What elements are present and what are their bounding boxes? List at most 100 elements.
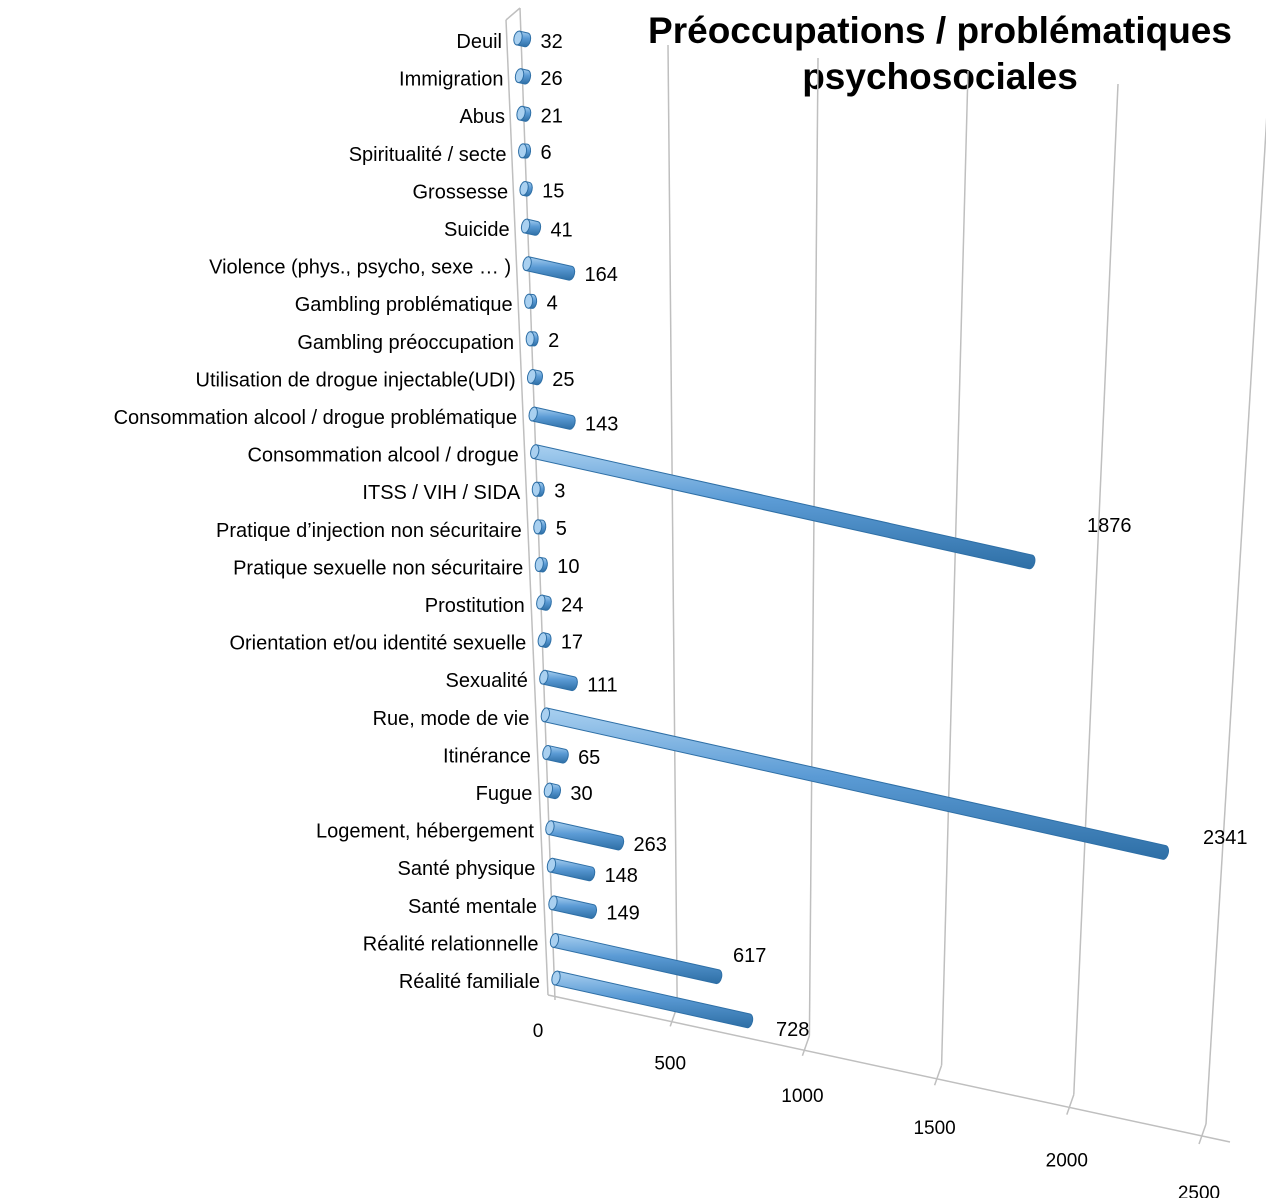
bar-cap-13 [533, 519, 543, 535]
bar-11 [532, 444, 1036, 570]
bar-cap-5 [520, 218, 531, 234]
tick-mark-1500 [933, 1064, 943, 1086]
gridline-2000 [1073, 83, 1119, 1095]
tick-mark-2500 [1198, 1123, 1207, 1145]
tick-mark-1000 [801, 1035, 811, 1057]
category-label-15: Prostitution [425, 595, 525, 617]
value-label-16: 17 [561, 632, 583, 654]
category-label-16: Orientation et/ou identité sexuelle [229, 633, 526, 655]
value-label-21: 263 [633, 834, 666, 856]
value-label-5: 41 [550, 219, 572, 241]
tick-mark-2000 [1066, 1094, 1075, 1115]
value-label-12: 3 [554, 480, 565, 502]
value-label-11: 1876 [1087, 515, 1132, 537]
bar-cap-18 [540, 707, 551, 723]
category-label-11: Consommation alcool / drogue [247, 445, 518, 467]
gridline-1500 [940, 70, 969, 1066]
bar-cap-22 [546, 857, 557, 873]
category-label-21: Logement, hébergement [316, 821, 534, 843]
x-tick-label-0: 0 [533, 1021, 544, 1042]
bar-cap-14 [534, 556, 544, 572]
category-label-14: Pratique sexuelle non sécuritaire [233, 557, 523, 579]
bar-cap-3 [518, 143, 528, 159]
category-label-19: Itinérance [443, 745, 531, 767]
bar-cap-12 [531, 481, 541, 497]
bar-cap-11 [530, 444, 540, 459]
value-label-23: 149 [606, 903, 639, 925]
category-label-25: Réalité familiale [399, 971, 540, 993]
bar-cap-7 [524, 293, 534, 309]
bar-25 [553, 970, 754, 1029]
value-label-24: 617 [733, 945, 766, 967]
grid-layer [505, 7, 1266, 1145]
bar-cap-4 [519, 181, 529, 196]
bar-cap-21 [545, 820, 555, 835]
value-label-25: 728 [776, 1019, 809, 1041]
chart-title: Préoccupations / problématiques psychoso… [560, 8, 1266, 100]
bar-cap-9 [526, 369, 537, 384]
bar-cap-16 [537, 632, 548, 647]
value-label-1: 26 [540, 68, 562, 90]
gridline-1000 [808, 57, 819, 1036]
bar-cap-17 [539, 669, 549, 685]
category-label-2: Abus [459, 106, 505, 128]
bar-cap-25 [551, 970, 561, 986]
category-label-13: Pratique d’injection non sécuritaire [216, 520, 522, 542]
bar-cap-1 [514, 68, 525, 83]
category-label-24: Réalité relationnelle [363, 933, 539, 955]
chart-title-line-1: Préoccupations / problématiques [648, 10, 1232, 51]
value-label-9: 25 [552, 369, 574, 391]
x-tick-label-2500: 2500 [1178, 1183, 1220, 1198]
value-label-18: 2341 [1203, 827, 1248, 849]
value-label-4: 15 [542, 180, 564, 202]
bar-10 [531, 406, 576, 430]
bar-cap-15 [536, 594, 546, 610]
category-label-5: Suicide [444, 219, 510, 241]
bar-22 [549, 857, 596, 882]
bar-17 [541, 669, 578, 692]
left-wall-edge [505, 19, 549, 996]
value-label-13: 5 [556, 518, 567, 540]
category-label-3: Spiritualité / secte [349, 144, 507, 166]
category-label-4: Grossesse [412, 181, 508, 203]
value-label-7: 4 [547, 292, 558, 314]
x-tick-label-2000: 2000 [1046, 1151, 1088, 1172]
gridline-2500 [1205, 117, 1266, 1125]
x-tick-label-500: 500 [654, 1053, 686, 1074]
category-label-18: Rue, mode de vie [373, 708, 530, 730]
category-label-17: Sexualité [446, 670, 528, 692]
value-label-10: 143 [585, 413, 618, 435]
bar-21 [547, 820, 625, 851]
category-label-6: Violence (phys., psycho, sexe … ) [209, 257, 511, 279]
category-label-7: Gambling problématique [295, 294, 513, 316]
value-label-0: 32 [540, 31, 562, 53]
bar-18 [543, 707, 1170, 860]
category-label-10: Consommation alcool / drogue problématiq… [114, 407, 518, 429]
bar-6 [525, 256, 576, 281]
bar-24 [552, 932, 723, 985]
category-label-0: Deuil [456, 31, 502, 53]
bar-cap-8 [525, 331, 535, 347]
category-label-1: Immigration [399, 69, 503, 91]
bar-cap-20 [543, 782, 554, 798]
x-tick-label-1500: 1500 [913, 1118, 955, 1139]
category-label-12: ITSS / VIH / SIDA [362, 482, 520, 504]
category-label-20: Fugue [476, 783, 533, 805]
x-tick-label-1000: 1000 [781, 1086, 823, 1107]
bar-layer [513, 30, 1170, 1029]
value-label-8: 2 [548, 330, 559, 352]
value-label-6: 164 [584, 264, 617, 286]
category-label-9: Utilisation de drogue injectable(UDI) [196, 369, 516, 391]
value-label-19: 65 [578, 747, 600, 769]
bar-cap-0 [513, 30, 523, 46]
bar-cap-2 [516, 105, 526, 121]
top-wall-edge [505, 7, 521, 21]
gridline-500 [667, 44, 678, 1007]
bar-cap-19 [542, 745, 552, 760]
category-label-23: Santé mentale [408, 896, 537, 918]
value-label-14: 10 [557, 556, 579, 578]
bar-cap-10 [528, 406, 538, 422]
chart-title-line-2: psychosociales [802, 56, 1078, 97]
